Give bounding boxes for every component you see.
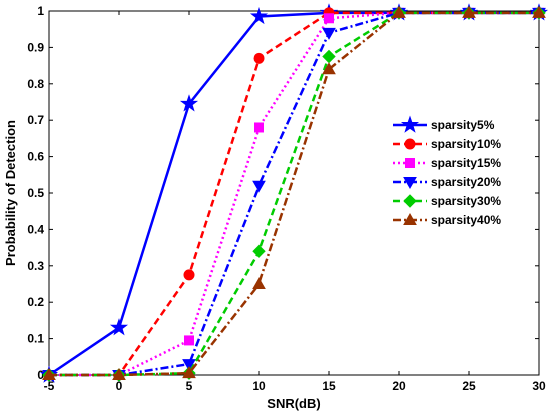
- x-tick-label: 10: [252, 379, 266, 393]
- legend: sparsity5% sparsity10% sparsity15% sparsity…: [390, 110, 526, 228]
- x-tick-label: 30: [532, 379, 546, 393]
- legend-marker: [405, 158, 415, 168]
- y-tick-label: 0.5: [27, 186, 44, 200]
- legend-item: sparsity15%: [393, 156, 501, 170]
- data-point: [112, 367, 126, 380]
- x-tick-label: -5: [44, 379, 55, 393]
- legend-marker: [403, 177, 417, 190]
- data-point: [324, 13, 334, 24]
- x-tick-label: 5: [186, 379, 193, 393]
- x-tick-label: 25: [462, 379, 476, 393]
- data-point: [252, 180, 266, 193]
- series-layer: [39, 3, 549, 383]
- data-point: [182, 366, 196, 379]
- y-axis-title: Probability of Detection: [3, 120, 18, 266]
- y-tick-label: 0.3: [27, 259, 44, 273]
- legend-label: sparsity30%: [431, 194, 501, 208]
- data-point: [253, 52, 265, 64]
- data-point: [392, 5, 406, 18]
- y-axis: 0 0.1 0.2 0.3 0.4 0.5 0.6 0.7 0.8 0.9 1: [27, 4, 539, 382]
- y-tick-label: 0.2: [27, 295, 44, 309]
- y-tick-label: 0.7: [27, 113, 44, 127]
- legend-marker: [403, 212, 417, 225]
- data-point: [182, 359, 196, 372]
- data-point: [322, 62, 336, 75]
- series-line: [49, 11, 539, 377]
- y-tick-label: 0.4: [27, 222, 44, 236]
- data-point: [179, 94, 199, 112]
- legend-marker: [404, 138, 416, 150]
- series-sparsity40%: [42, 5, 546, 380]
- legend-label: sparsity15%: [431, 156, 501, 170]
- x-tick-label: 15: [322, 379, 336, 393]
- data-point: [252, 244, 266, 258]
- y-tick-label: 0.6: [27, 150, 44, 164]
- y-tick-label: 0.1: [27, 332, 44, 346]
- data-point: [532, 5, 546, 18]
- data-point: [109, 318, 129, 336]
- data-point: [322, 27, 336, 40]
- legend-item: sparsity20%: [393, 175, 501, 190]
- legend-label: sparsity40%: [431, 213, 501, 227]
- y-tick-label: 1: [37, 4, 44, 18]
- legend-label: sparsity10%: [431, 137, 501, 151]
- data-point: [252, 276, 266, 289]
- y-tick-label: 0.9: [27, 40, 44, 54]
- x-axis-title: SNR(dB): [267, 396, 320, 411]
- x-tick-label: 0: [116, 379, 123, 393]
- x-tick-label: 20: [392, 379, 406, 393]
- legend-item: sparsity30%: [393, 194, 501, 208]
- data-point: [254, 122, 264, 133]
- y-tick-label: 0: [37, 368, 44, 382]
- legend-marker: [400, 115, 420, 133]
- data-point: [249, 6, 269, 25]
- legend-item: sparsity10%: [393, 137, 501, 151]
- legend-item: sparsity5%: [393, 115, 495, 133]
- data-point: [184, 335, 194, 346]
- legend-label: sparsity5%: [431, 118, 495, 132]
- data-point: [183, 269, 195, 281]
- legend-marker: [403, 194, 417, 208]
- data-point: [462, 5, 476, 18]
- legend-label: sparsity20%: [431, 175, 501, 189]
- data-point: [42, 367, 56, 380]
- legend-item: sparsity40%: [393, 212, 501, 227]
- y-tick-label: 0.8: [27, 77, 44, 91]
